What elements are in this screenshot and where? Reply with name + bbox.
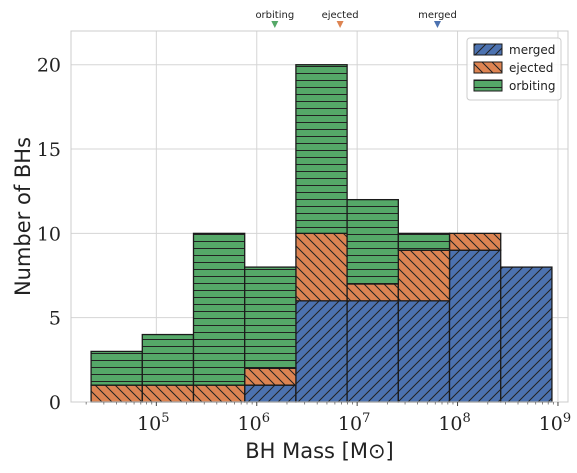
x-tick-label: 106 bbox=[238, 411, 270, 435]
x-axis-ticks: 105 106 107 108 109 bbox=[85, 402, 571, 435]
x-tick-label: 105 bbox=[137, 411, 169, 435]
y-axis-label: Number of BHs bbox=[11, 137, 35, 296]
y-tick-label: 20 bbox=[37, 55, 61, 77]
y-tick-label: 15 bbox=[37, 139, 61, 161]
bar-orbiting bbox=[346, 198, 399, 285]
bar-merged bbox=[397, 300, 451, 403]
marker-label: ejected bbox=[322, 10, 359, 21]
bar-ejected bbox=[90, 384, 143, 403]
legend-item-orbiting: orbiting bbox=[473, 79, 556, 93]
top-markers: orbiting ejected merged bbox=[255, 10, 457, 28]
bar-merged bbox=[244, 384, 297, 403]
y-axis-ticks: 0 5 10 15 20 bbox=[37, 55, 61, 414]
y-tick-label: 5 bbox=[49, 308, 61, 330]
marker-label: orbiting bbox=[255, 10, 294, 21]
plot-frame bbox=[70, 30, 569, 403]
bar-orbiting bbox=[295, 64, 348, 235]
bar-ejected bbox=[295, 232, 348, 302]
x-axis-label: BH Mass [M⊙] bbox=[245, 439, 394, 463]
bar-ejected bbox=[346, 283, 399, 302]
x-tick-label: 108 bbox=[438, 411, 470, 435]
bar-orbiting bbox=[397, 232, 451, 251]
x-tick-label: 109 bbox=[539, 411, 571, 435]
legend-item-ejected: ejected bbox=[473, 61, 553, 75]
bar-orbiting bbox=[244, 266, 297, 369]
bar-merged bbox=[346, 300, 399, 403]
y-tick-label: 0 bbox=[49, 392, 61, 414]
legend-label: merged bbox=[509, 43, 555, 57]
bar-ejected bbox=[141, 384, 195, 403]
bar-merged bbox=[448, 249, 502, 403]
y-tick-label: 10 bbox=[37, 223, 61, 245]
bar-merged bbox=[295, 300, 348, 403]
legend-label: orbiting bbox=[509, 79, 556, 93]
bar-orbiting bbox=[90, 350, 143, 386]
marker-merged: merged bbox=[418, 10, 457, 28]
bar-merged bbox=[500, 266, 553, 403]
marker-ejected: ejected bbox=[322, 10, 359, 28]
bar-orbiting bbox=[141, 333, 195, 386]
bar-ejected bbox=[192, 384, 246, 403]
bars bbox=[90, 64, 553, 403]
legend-item-merged: merged bbox=[473, 43, 555, 57]
marker-orbiting: orbiting bbox=[255, 10, 294, 28]
bar-ejected bbox=[397, 249, 451, 302]
bar-ejected bbox=[244, 367, 297, 386]
marker-label: merged bbox=[418, 10, 457, 21]
bar-orbiting bbox=[192, 232, 246, 386]
x-tick-label: 107 bbox=[338, 411, 370, 435]
legend: merged ejected orbiting bbox=[466, 37, 562, 101]
bar-ejected bbox=[448, 232, 502, 251]
legend-label: ejected bbox=[509, 61, 553, 75]
